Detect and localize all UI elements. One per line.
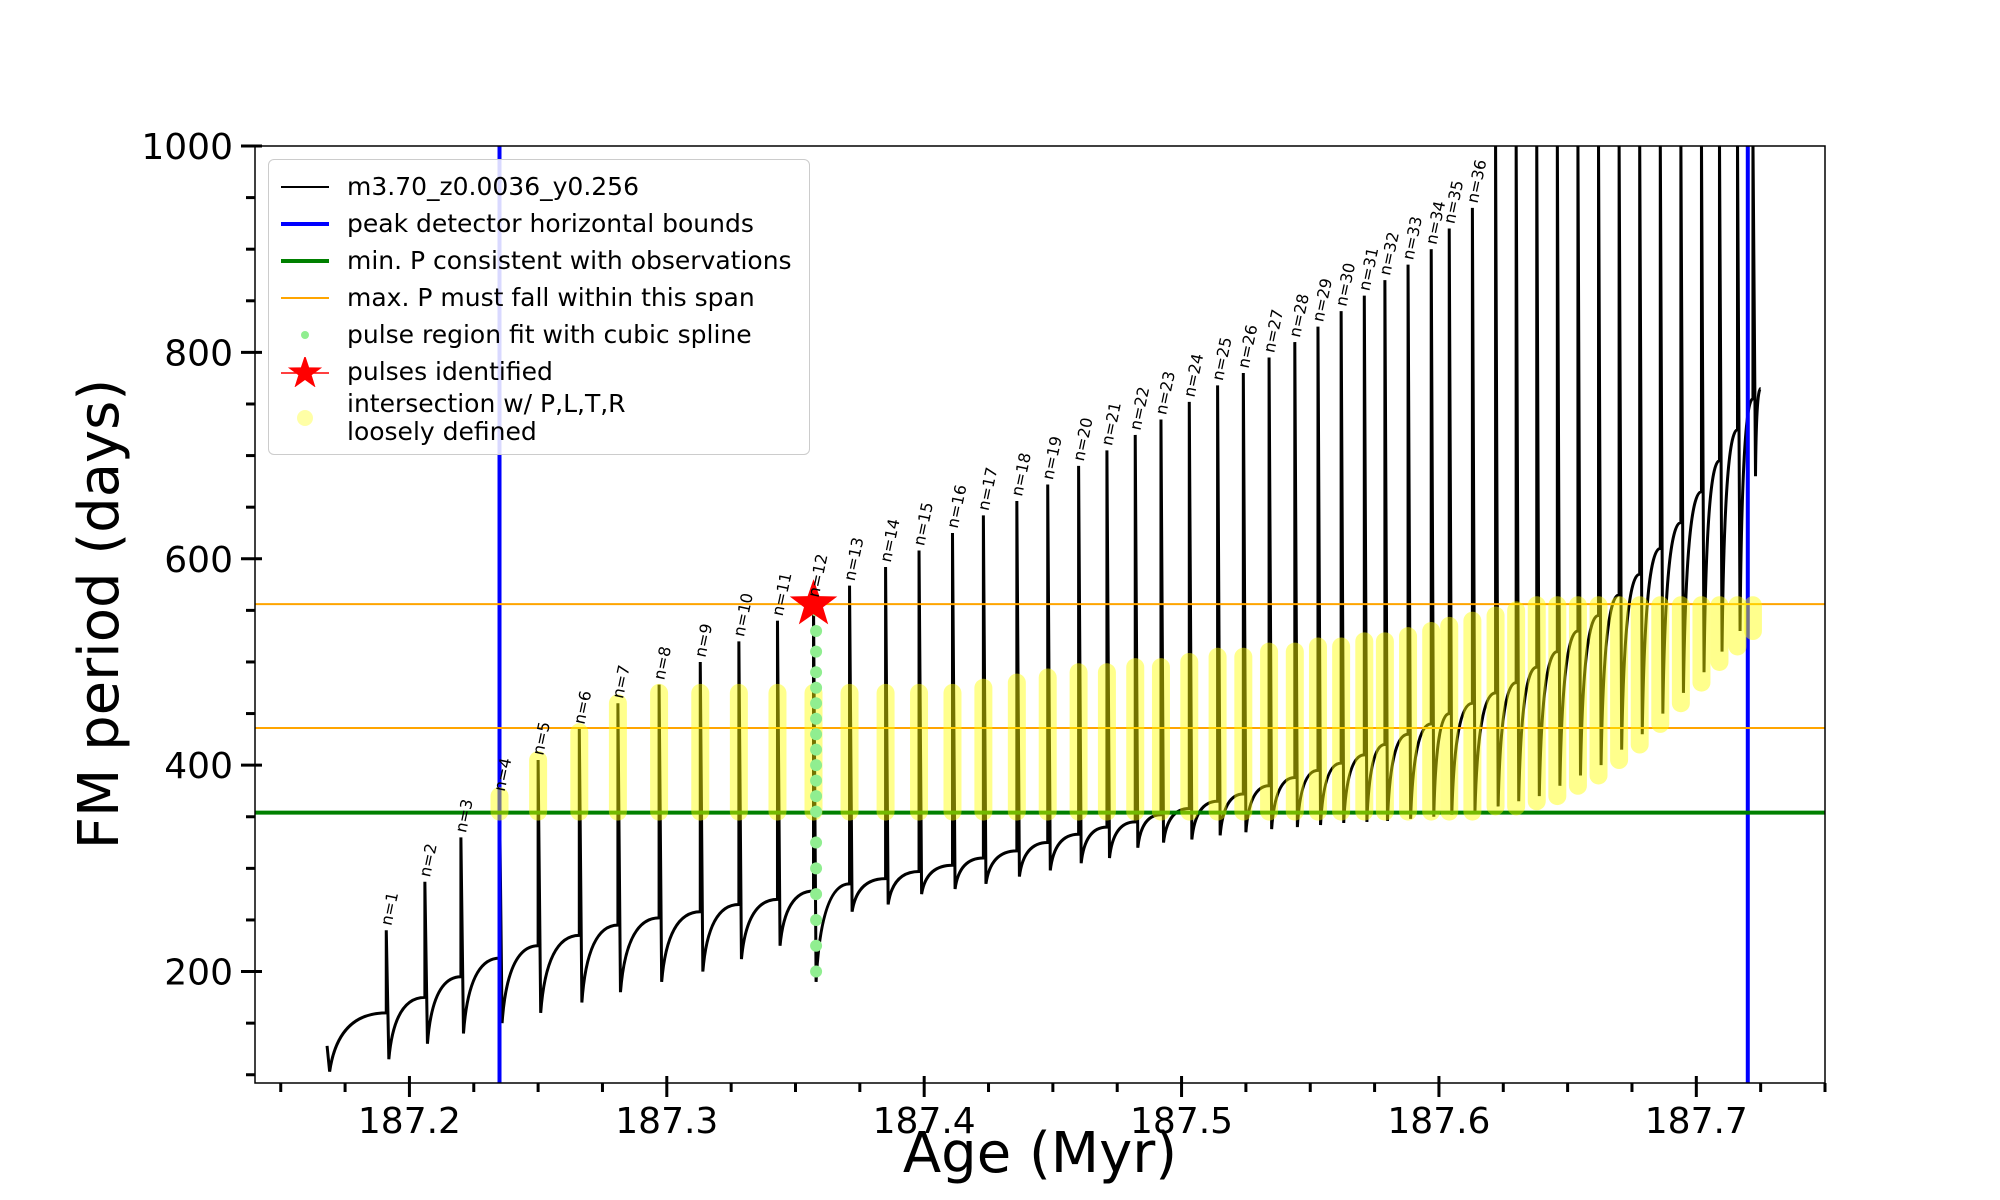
axes-frame <box>254 145 1826 1084</box>
legend-entry: peak detector horizontal bounds <box>279 205 799 242</box>
pulse-annotation: n=13 <box>840 536 868 583</box>
pulse-annotation: n=6 <box>570 689 596 726</box>
pulse-annotation: n=27 <box>1259 307 1287 354</box>
plot-area <box>255 146 1825 1083</box>
legend-symbol <box>301 330 309 339</box>
legend-label: peak detector horizontal bounds <box>347 208 754 238</box>
y-axis-label: FM period (days) <box>67 379 132 849</box>
pulse-annotation: n=12 <box>804 552 832 599</box>
pulse-annotation: n=17 <box>974 465 1002 512</box>
legend-label: max. P must fall within this span <box>347 282 755 312</box>
legend-label: pulse region fit with cubic spline <box>347 319 752 349</box>
legend-label: pulses identified <box>347 356 553 386</box>
pulse-annotation: n=20 <box>1069 416 1097 463</box>
pulse-annotation: n=5 <box>528 720 554 757</box>
legend-symbol <box>281 258 329 263</box>
legend-dot <box>301 330 309 339</box>
legend-symbol <box>281 296 329 299</box>
pulse-annotation: n=7 <box>608 663 634 700</box>
spline-point <box>810 697 823 710</box>
legend-symbol <box>281 221 329 226</box>
pulse-annotation: n=11 <box>768 571 796 618</box>
legend-star <box>287 356 323 387</box>
y-tick-label: 800 <box>164 333 233 374</box>
spline-point <box>810 805 823 818</box>
legend-label: min. P consistent with observations <box>347 245 792 275</box>
x-tick-label: 187.7 <box>1645 1101 1748 1142</box>
pulse-annotation: n=16 <box>943 483 971 530</box>
x-tick-label: 187.2 <box>358 1101 461 1142</box>
spline-point <box>810 625 823 638</box>
legend-symbol <box>281 185 329 188</box>
legend-entry: m3.70_z0.0036_y0.256 <box>279 168 799 205</box>
pulse-annotation: n=8 <box>649 645 675 682</box>
legend-entry: max. P must fall within this span <box>279 279 799 316</box>
x-tick-label: 187.4 <box>873 1101 976 1142</box>
pulse-annotation: n=2 <box>415 842 441 879</box>
pulse-annotation: n=21 <box>1097 400 1125 447</box>
pulse-annotation: n=36 <box>1463 158 1491 205</box>
y-tick-label: 400 <box>164 746 233 787</box>
pulse-annotation: n=4 <box>490 756 516 793</box>
y-tick-label: 1000 <box>141 127 233 168</box>
pulse-annotation: n=1 <box>377 890 403 927</box>
pulse-annotation: n=35 <box>1440 178 1468 225</box>
spline-point <box>810 774 823 787</box>
legend-symbol <box>281 356 329 387</box>
pulse-annotation: n=15 <box>909 500 937 547</box>
spline-point <box>810 888 823 901</box>
pulse-annotation: n=25 <box>1208 335 1236 382</box>
legend-label: intersection w/ P,L,T,R loosely defined <box>347 389 626 446</box>
pulse-annotation: n=19 <box>1038 434 1066 481</box>
legend-entry: pulses identified <box>279 353 799 390</box>
pulse-annotation: n=23 <box>1151 369 1179 416</box>
spline-point <box>810 939 823 952</box>
pulse-annotation: n=10 <box>729 591 757 638</box>
x-tick-label: 187.3 <box>615 1101 718 1142</box>
legend-entry: pulse region fit with cubic spline <box>279 316 799 353</box>
spline-point <box>810 666 823 679</box>
y-tick-label: 600 <box>164 540 233 581</box>
pulse-annotation: n=22 <box>1126 385 1154 432</box>
pulse-annotation: n=18 <box>1007 451 1035 498</box>
x-axis-label: Age (Myr) <box>903 1121 1177 1186</box>
pulse-annotation: n=14 <box>876 517 904 564</box>
spline-point <box>810 681 823 694</box>
spline-point <box>810 790 823 803</box>
spline-point <box>810 712 823 725</box>
spline-point <box>810 645 823 658</box>
spline-point <box>810 836 823 849</box>
pulse-annotation: n=3 <box>451 797 477 834</box>
legend-symbol <box>297 410 313 426</box>
pulse-annotation: n=9 <box>691 622 717 659</box>
pulse-star <box>789 579 838 625</box>
legend-entry: min. P consistent with observations <box>279 242 799 279</box>
spline-point <box>810 743 823 756</box>
spline-point <box>810 965 823 978</box>
legend-dot <box>297 410 313 426</box>
spline-point <box>810 862 823 875</box>
pulse-annotation: n=24 <box>1180 352 1208 399</box>
x-tick-label: 187.6 <box>1387 1101 1490 1142</box>
spline-point <box>810 759 823 772</box>
spline-point <box>810 913 823 926</box>
spline-point <box>810 728 823 741</box>
y-tick-label: 200 <box>164 953 233 994</box>
series-line <box>325 146 1763 1072</box>
legend-entry: intersection w/ P,L,T,R loosely defined <box>279 390 799 446</box>
pulse-annotation: n=26 <box>1234 323 1262 370</box>
x-tick-label: 187.5 <box>1130 1101 1233 1142</box>
legend-label: m3.70_z0.0036_y0.256 <box>347 171 639 201</box>
